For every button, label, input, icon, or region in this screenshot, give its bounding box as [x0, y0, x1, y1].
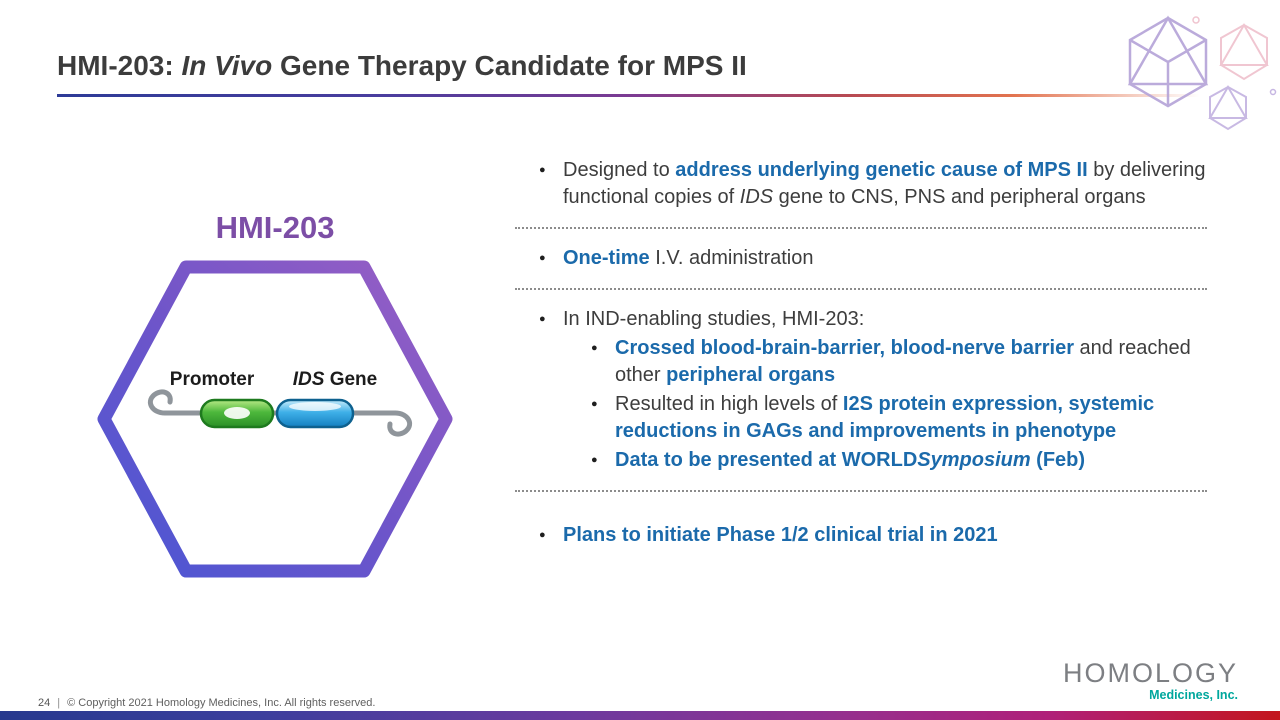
bullet-text: Data to be presented at WORLDSymposium (… [615, 447, 1207, 474]
footer: 24 | © Copyright 2021 Homology Medicines, … [38, 697, 375, 709]
gene-highlight [289, 402, 341, 411]
text-segment: by delivering functional copies of [563, 159, 1206, 208]
bullet-text: Designed to address underlying genetic c… [563, 157, 1207, 211]
logo-tagline: Medicines, Inc. [1149, 688, 1238, 702]
small-polyhedron-icon [1208, 85, 1248, 131]
dotted-divider [515, 490, 1207, 492]
copyright-text: © Copyright 2021 Homology Medicines, Inc… [67, 697, 376, 709]
bullet-item: ● Resulted in high levels of I2S protein … [515, 391, 1207, 445]
text-segment: and reached other [615, 337, 1191, 386]
bullet-icon: ● [539, 529, 546, 541]
text-segment: Crossed blood-brain-barrier, blood-nerve… [615, 337, 1074, 359]
text-segment: gene to CNS, PNS and peripheral organs [773, 186, 1146, 208]
content-blocks: ● Designed to address underlying genetic … [515, 155, 1207, 551]
bullet-icon: ● [591, 342, 598, 354]
dotted-divider [515, 288, 1207, 290]
bullet-icon: ● [591, 454, 598, 466]
hexagon-outline [97, 260, 453, 578]
logo-wordmark: HOMOLOGY [1062, 658, 1238, 688]
text-segment: Symposium [917, 449, 1031, 471]
gene-label: IDS Gene [293, 369, 378, 390]
title-italic: In Vivo [181, 50, 273, 81]
construct-title: HMI-203 [215, 210, 335, 245]
bullet-text: One-time I.V. administration [563, 245, 1207, 272]
promoter-highlight [224, 407, 250, 419]
text-segment: One-time [563, 247, 650, 269]
large-polyhedron-icon [1127, 15, 1209, 108]
bottom-accent-bar [0, 711, 1280, 720]
text-segment: peripheral organs [666, 364, 836, 386]
decorative-polyhedra [1127, 15, 1277, 131]
text-segment: I.V. administration [649, 247, 814, 269]
hexagon-shape [97, 260, 453, 578]
dotted-divider [515, 227, 1207, 229]
homology-logo: HOMOLOGY Medicines, Inc. [1062, 658, 1238, 703]
title-underline-gradient [57, 94, 1223, 97]
footer-divider: | [57, 697, 61, 709]
page-number: 24 [38, 697, 51, 709]
bullet-item: ● Crossed blood-brain-barrier, blood-nerv… [515, 335, 1207, 389]
bullet-icon: ● [591, 398, 598, 410]
bullet-item: ● Data to be presented at WORLDSymposium … [515, 447, 1207, 474]
title-prefix: HMI-203: [57, 50, 182, 81]
slide-title: HMI-203: In Vivo Gene Therapy Candidate … [57, 50, 747, 82]
text-segment: address underlying genetic cause of MPS … [675, 159, 1088, 181]
text-segment: Designed to [563, 159, 676, 181]
bullet-text: Resulted in high levels of I2S protein e… [615, 391, 1207, 445]
bullet-item: ● In IND-enabling studies, HMI-203: [515, 306, 1207, 333]
bullet-icon: ● [539, 252, 546, 264]
dot-accent-icon [1192, 16, 1200, 24]
text-segment: Data to be presented at WORLD [615, 449, 918, 471]
itr-hook-left-icon [148, 389, 173, 416]
text-segment: Resulted in high levels of [615, 393, 843, 415]
text-segment: IDS [739, 186, 774, 208]
promoter-label: Promoter [170, 369, 255, 390]
gene-construct: Promoter IDS Gene [148, 369, 412, 437]
bullet-item: ● One-time I.V. administration [515, 245, 1207, 272]
bullet-text: In IND-enabling studies, HMI-203: [563, 306, 1207, 333]
title-suffix: Gene Therapy Candidate for MPS II [272, 50, 747, 81]
itr-hook-right-icon [387, 410, 412, 437]
text-segment: (Feb) [1030, 449, 1086, 471]
bullet-icon: ● [539, 164, 546, 176]
text-segment: I2S protein expression, systemic reducti… [615, 393, 1155, 442]
text-segment: In IND-enabling studies, HMI-203: [563, 308, 865, 330]
bullet-text: Plans to initiate Phase 1/2 clinical tri… [563, 522, 1207, 549]
bullet-icon: ● [539, 313, 546, 325]
dot-accent-icon [1269, 88, 1277, 96]
bullet-item: ● Plans to initiate Phase 1/2 clinical tr… [515, 522, 1207, 549]
pink-polyhedron-icon [1219, 22, 1269, 81]
bullet-item: ● Designed to address underlying genetic … [515, 157, 1207, 211]
bullet-text: Crossed blood-brain-barrier, blood-nerve… [615, 335, 1207, 389]
text-segment: Plans to initiate Phase 1/2 clinical tri… [563, 524, 998, 546]
